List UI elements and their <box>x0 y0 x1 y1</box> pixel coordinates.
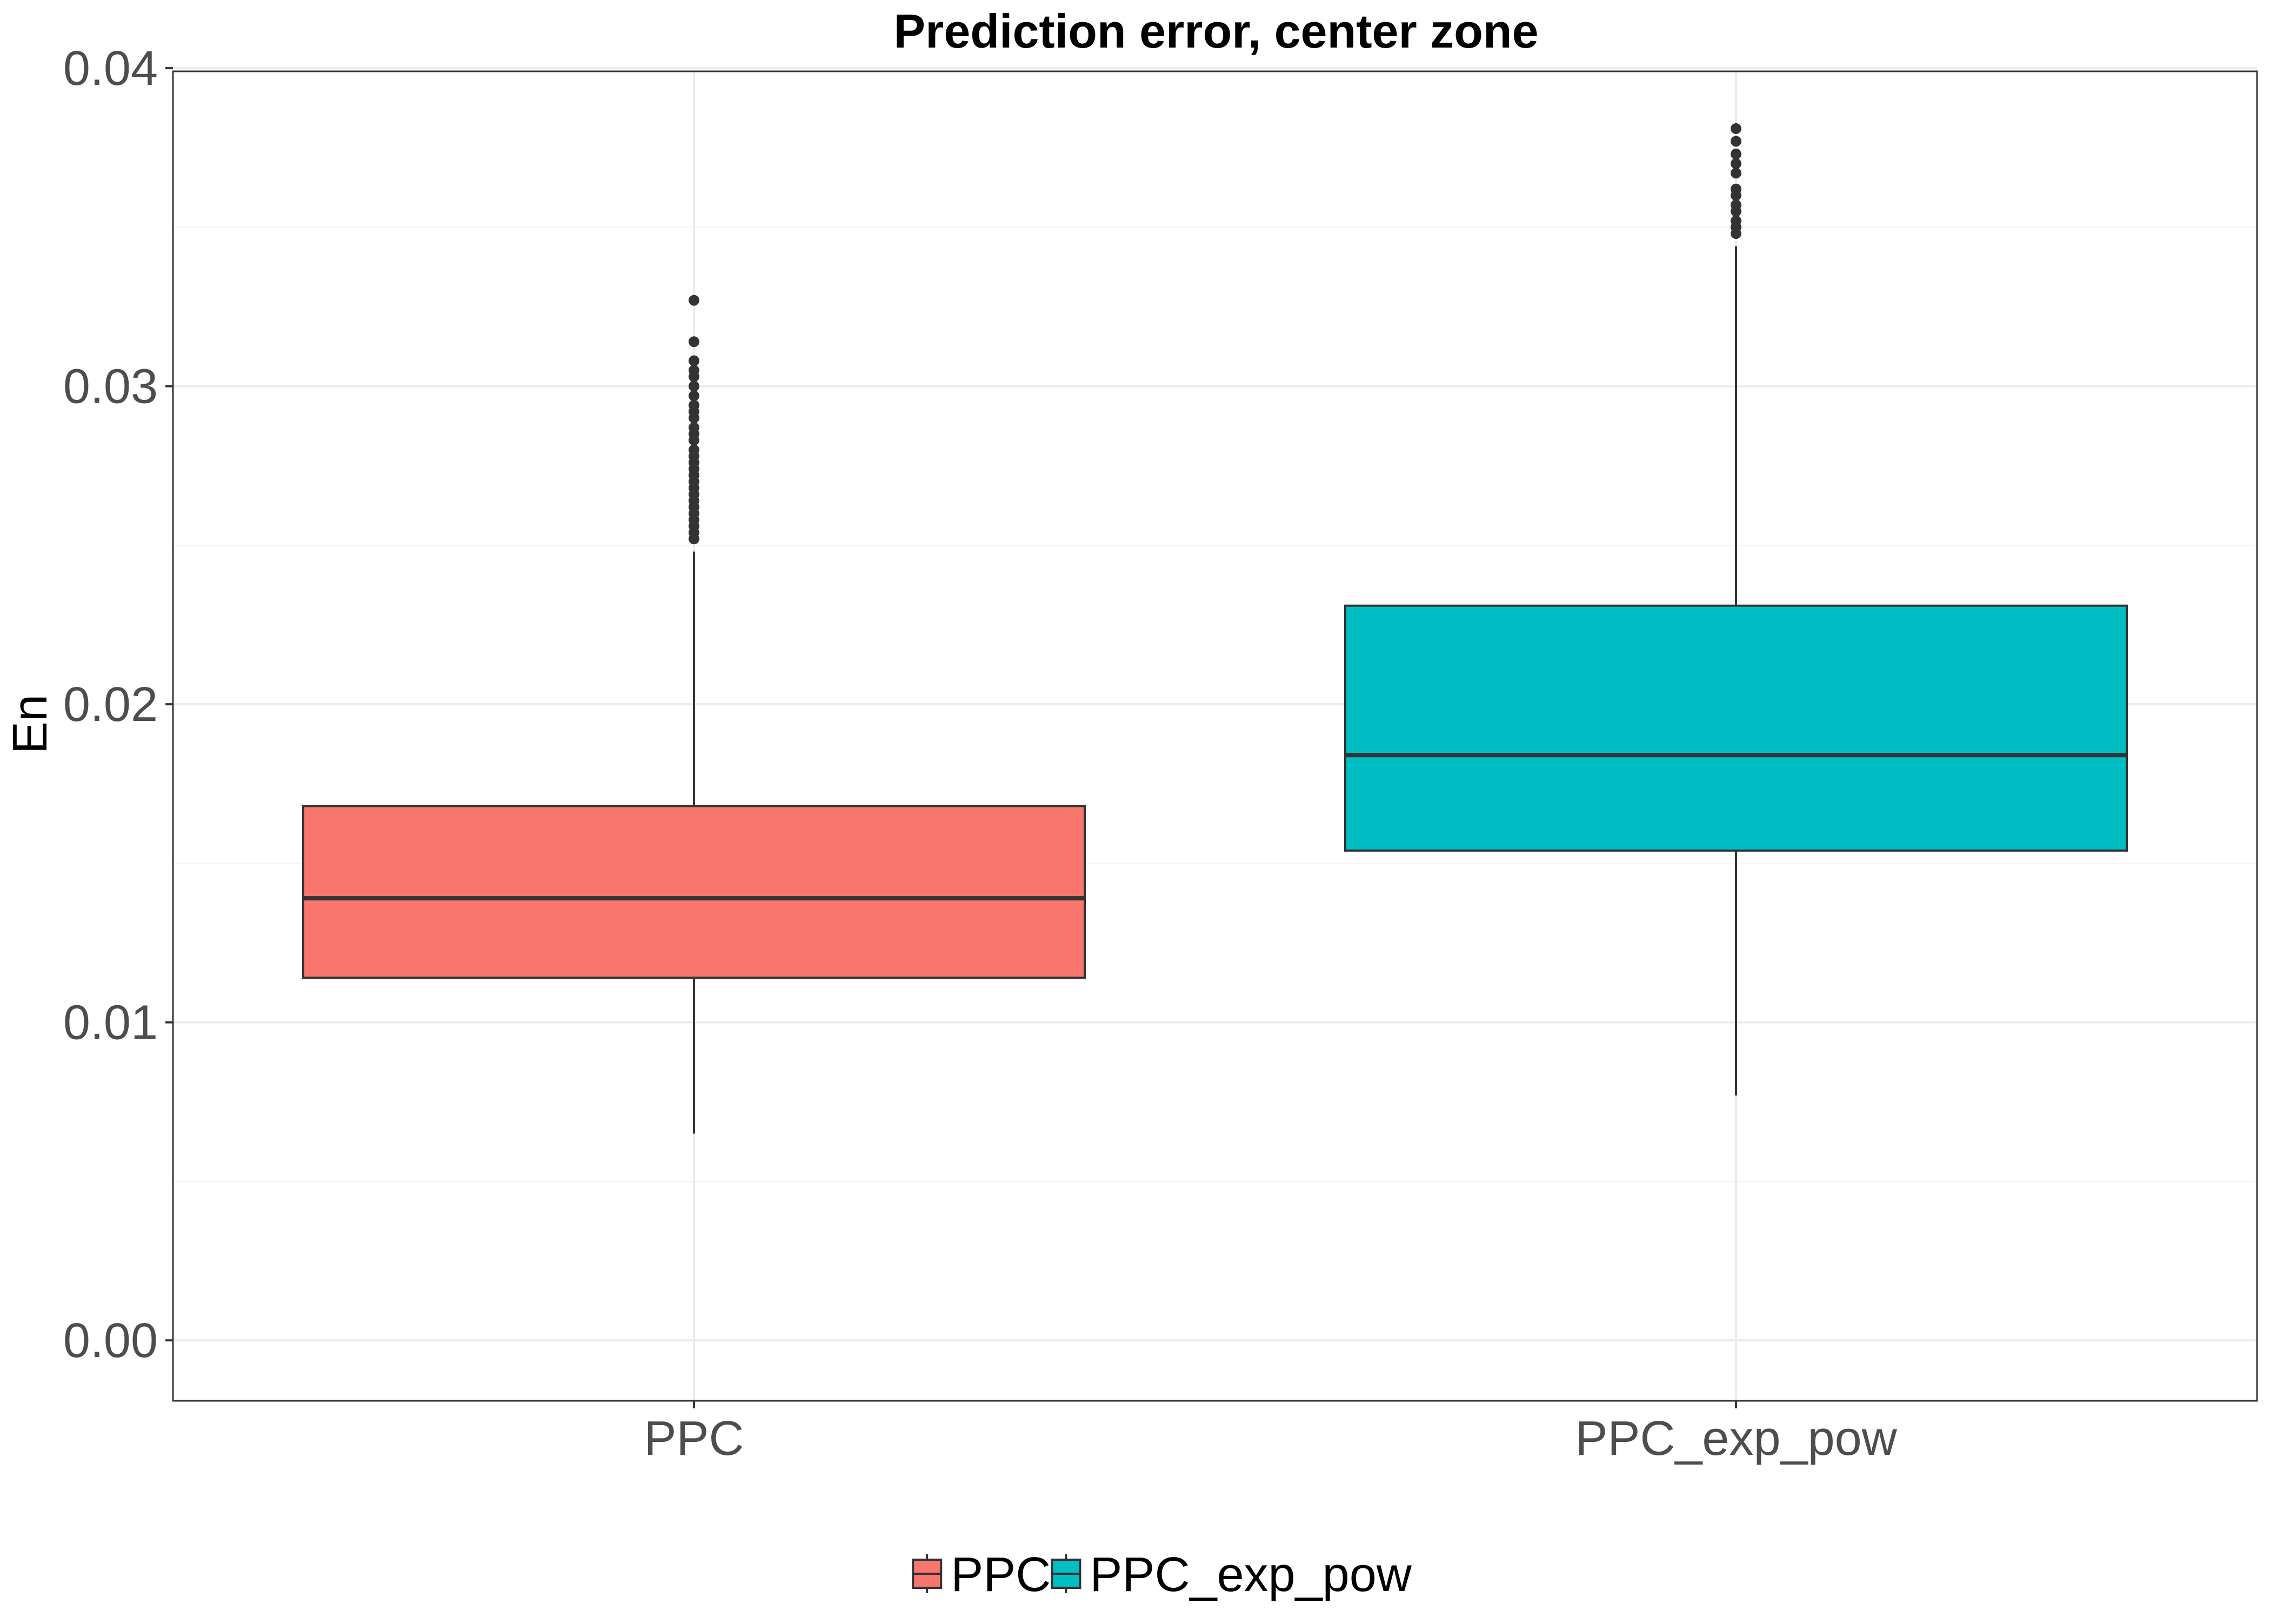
box-group-ppc-exp-pow <box>1344 123 2128 1096</box>
outlier-point <box>1731 199 1741 211</box>
box-group-ppc <box>302 295 1086 1134</box>
outlier-point <box>689 365 699 376</box>
y-tick-label: 0.03 <box>63 360 158 414</box>
outlier-point <box>689 295 699 306</box>
legend-label: PPC_exp_pow <box>1090 1548 1412 1602</box>
outlier-point <box>1731 149 1741 160</box>
outlier-point <box>689 390 699 402</box>
outlier-point <box>1731 215 1741 226</box>
y-tick-label: 0.02 <box>63 678 158 732</box>
x-tick-label: PPC_exp_pow <box>1575 1412 1897 1466</box>
outlier-point <box>1731 168 1741 179</box>
legend-item-ppc-exp-pow: PPC_exp_pow <box>1051 1548 1412 1602</box>
outlier-point <box>689 422 699 433</box>
outlier-point <box>689 355 699 366</box>
box-iqr <box>1344 604 2128 852</box>
legend-label: PPC <box>951 1548 1051 1602</box>
y-tick-label: 0.00 <box>63 1314 158 1368</box>
outlier-point <box>1731 123 1741 134</box>
y-tick-label: 0.01 <box>63 996 158 1050</box>
box-layer <box>302 123 2128 1134</box>
outlier-point <box>689 336 699 347</box>
legend: PPC PPC_exp_pow <box>912 1548 1412 1602</box>
outlier-point <box>1731 183 1741 195</box>
outlier-point <box>689 399 699 411</box>
outlier-point <box>1731 158 1741 169</box>
y-tick-label: 0.04 <box>63 42 158 96</box>
box-iqr <box>302 805 1086 979</box>
panel-border <box>172 70 2258 1402</box>
x-tick-label: PPC <box>644 1412 744 1466</box>
y-axis-title: En <box>3 694 57 754</box>
axis-layer: 0.00 0.01 0.02 0.03 0.04 PPC PPC_exp_pow <box>63 42 1898 1466</box>
outlier-point <box>689 380 699 392</box>
outlier-point <box>1731 136 1741 147</box>
legend-item-ppc: PPC <box>912 1548 1051 1602</box>
chart-title: Prediction error, center zone <box>893 4 1538 58</box>
outlier-point <box>689 444 699 456</box>
